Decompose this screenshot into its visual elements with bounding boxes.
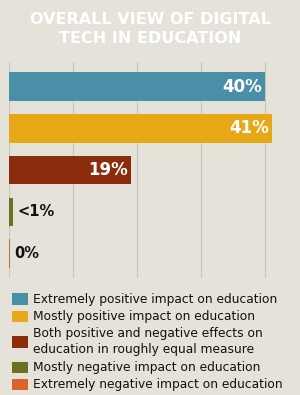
Bar: [12, 336, 28, 348]
Text: Mostly negative impact on education: Mostly negative impact on education: [34, 361, 261, 374]
Bar: [12, 293, 28, 305]
Bar: [12, 378, 28, 391]
Bar: [12, 310, 28, 322]
Bar: [9, 156, 131, 184]
Text: 40%: 40%: [222, 78, 262, 96]
Bar: [9, 114, 272, 143]
Text: Mostly positive impact on education: Mostly positive impact on education: [34, 310, 256, 323]
Text: 19%: 19%: [88, 161, 128, 179]
Bar: [9, 198, 14, 226]
Text: Extremely positive impact on education: Extremely positive impact on education: [34, 293, 278, 306]
Text: Extremely negative impact on education: Extremely negative impact on education: [34, 378, 283, 391]
Text: 0%: 0%: [14, 246, 39, 261]
Bar: [12, 361, 28, 373]
Text: Both positive and negative effects on
education in roughly equal measure: Both positive and negative effects on ed…: [34, 327, 263, 356]
Text: 41%: 41%: [229, 119, 268, 137]
Bar: [9, 239, 10, 268]
Text: <1%: <1%: [17, 204, 55, 219]
Bar: [9, 72, 266, 101]
Text: OVERALL VIEW OF DIGITAL
TECH IN EDUCATION: OVERALL VIEW OF DIGITAL TECH IN EDUCATIO…: [30, 12, 270, 46]
